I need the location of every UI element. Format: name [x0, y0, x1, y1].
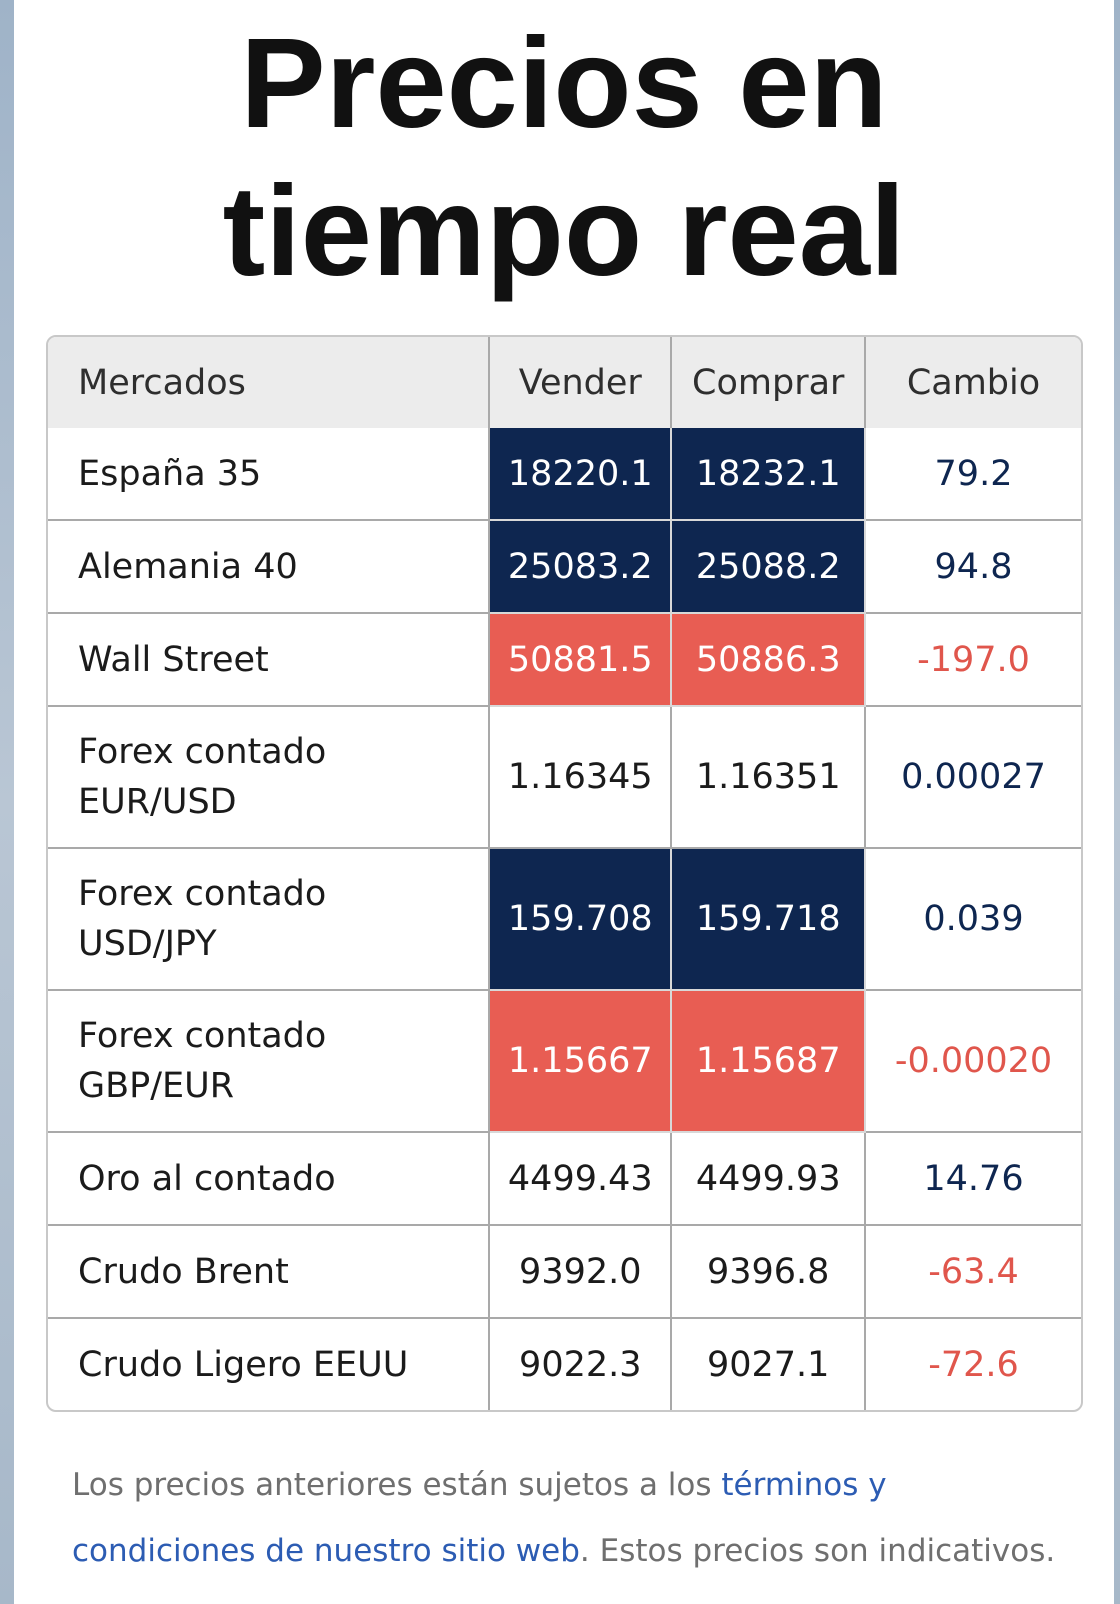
row: Forex contado GBP/EUR 1.15667 1.15687 -0.00… — [48, 989, 1081, 1133]
header-row: Mercados Vender Comprar Cambio — [48, 337, 1081, 428]
buy-cell: 1.15687 — [670, 989, 866, 1133]
row: Alemania 40 25083.2 25088.2 94.8 — [48, 519, 1081, 614]
row: Forex contado USD/JPY 159.708 159.718 0.039 — [48, 847, 1081, 991]
buy-cell: 1.16351 — [670, 705, 866, 849]
disclaimer-text: Los precios anteriores están sujetos a l… — [72, 1467, 722, 1503]
buy-cell: 50886.3 — [670, 612, 866, 707]
page: Precios en tiempo real Mercados Vender C… — [14, 0, 1114, 1604]
buy-cell: 9027.1 — [670, 1317, 866, 1410]
buy-cell: 4499.93 — [670, 1131, 866, 1226]
market-cell: Crudo Ligero EEUU — [48, 1317, 491, 1410]
market-cell: Forex contado GBP/EUR — [48, 989, 491, 1133]
sell-cell: 1.16345 — [488, 705, 673, 849]
change-cell: -72.6 — [864, 1317, 1081, 1410]
change-cell: 0.039 — [864, 847, 1081, 991]
change-cell: 79.2 — [864, 428, 1081, 521]
row: Forex contado EUR/USD 1.16345 1.16351 0.000… — [48, 705, 1081, 849]
change-cell: 14.76 — [864, 1131, 1081, 1226]
change-cell: -0.00020 — [864, 989, 1081, 1133]
row: Wall Street 50881.5 50886.3 -197.0 — [48, 612, 1081, 707]
terms-link[interactable]: términos y condiciones de nuestro sitio … — [72, 1467, 887, 1569]
market-cell: Forex contado EUR/USD — [48, 705, 491, 849]
row: España 35 18220.1 18232.1 79.2 — [48, 428, 1081, 521]
disclaimer: Los precios anteriores están sujetos a l… — [72, 1452, 1072, 1584]
change-cell: -197.0 — [864, 612, 1081, 707]
market-cell: España 35 — [48, 428, 491, 521]
sell-cell: 4499.43 — [488, 1131, 673, 1226]
sell-cell: 9022.3 — [488, 1317, 673, 1410]
row: Oro al contado 4499.43 4499.93 14.76 — [48, 1131, 1081, 1226]
buy-cell: 18232.1 — [670, 428, 866, 521]
buy-cell: 159.718 — [670, 847, 866, 991]
market-cell: Forex contado USD/JPY — [48, 847, 491, 991]
market-cell: Crudo Brent — [48, 1224, 491, 1319]
header-cell: Mercados — [48, 337, 491, 428]
sell-cell: 25083.2 — [488, 519, 673, 614]
price-table: Mercados Vender Comprar Cambio España 35… — [46, 335, 1083, 1412]
table: Mercados Vender Comprar Cambio España 35… — [48, 337, 1081, 1410]
change-cell: 94.8 — [864, 519, 1081, 614]
sell-cell: 18220.1 — [488, 428, 673, 521]
change-cell: 0.00027 — [864, 705, 1081, 849]
title: Precios en tiempo real — [222, 12, 906, 303]
sell-cell: 159.708 — [488, 847, 673, 991]
buy-cell: 25088.2 — [670, 519, 866, 614]
market-cell: Alemania 40 — [48, 519, 491, 614]
row: Crudo Ligero EEUU 9022.3 9027.1 -72.6 — [48, 1317, 1081, 1410]
disclaimer-text: . Estos precios son indicativos. — [579, 1533, 1056, 1569]
market-cell: Oro al contado — [48, 1131, 491, 1226]
buy-cell: 9396.8 — [670, 1224, 866, 1319]
sell-cell: 1.15667 — [488, 989, 673, 1133]
table-body: España 35 18220.1 18232.1 79.2 Alemania 40 25… — [48, 428, 1081, 1410]
sell-cell: 50881.5 — [488, 612, 673, 707]
market-cell: Wall Street — [48, 612, 491, 707]
sell-cell: 9392.0 — [488, 1224, 673, 1319]
change-cell: -63.4 — [864, 1224, 1081, 1319]
header-cell: Cambio — [864, 337, 1081, 428]
header-cell: Vender — [488, 337, 673, 428]
row: Crudo Brent 9392.0 9396.8 -63.4 — [48, 1224, 1081, 1319]
header-cell: Comprar — [670, 337, 866, 428]
